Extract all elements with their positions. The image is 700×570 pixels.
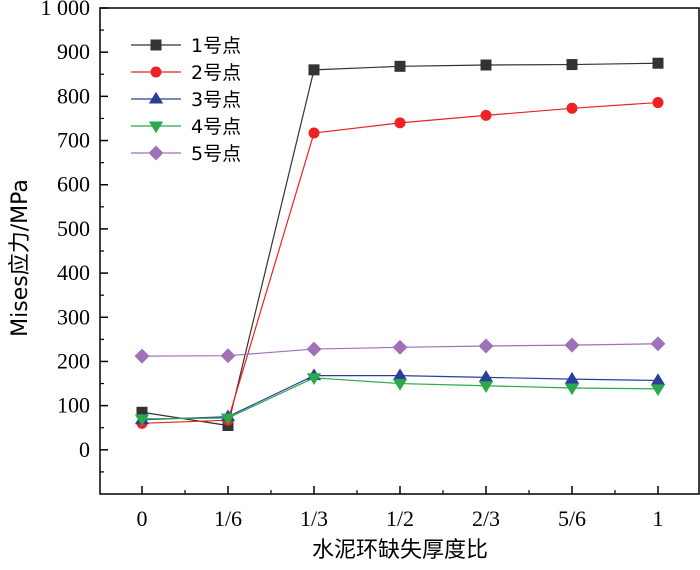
x-tick-label: 1/3 — [300, 506, 328, 531]
y-axis-title: Mises应力/MPa — [8, 179, 33, 337]
x-tick-label: 2/3 — [472, 506, 500, 531]
y-tick-label: 0 — [79, 437, 90, 462]
data-point — [566, 59, 578, 71]
data-point — [478, 381, 494, 393]
legend-item: 2号点 — [131, 62, 241, 84]
data-point — [480, 59, 492, 71]
series-lines — [134, 57, 666, 432]
legend-item: 1号点 — [131, 35, 241, 57]
data-point — [650, 336, 666, 352]
data-point — [394, 60, 406, 72]
data-point — [148, 145, 164, 161]
data-point — [478, 370, 494, 382]
series-diamond — [134, 336, 666, 364]
data-point — [150, 66, 162, 78]
data-point — [566, 102, 578, 114]
data-point — [564, 383, 580, 396]
legend-label: 5号点 — [191, 143, 241, 165]
x-tick-label: 0 — [137, 506, 148, 531]
data-point — [220, 348, 236, 364]
data-point — [148, 121, 164, 134]
y-tick-label: 800 — [57, 83, 90, 108]
series-triangle-down — [134, 373, 666, 427]
data-point — [150, 39, 162, 51]
data-point — [650, 373, 666, 385]
data-point — [392, 368, 408, 381]
y-tick-label: 100 — [57, 393, 90, 418]
legend-label: 4号点 — [191, 116, 241, 138]
series-triangle-up — [134, 368, 666, 425]
legend: 1号点 2号点 3号点 4号点 5号点 — [131, 35, 241, 165]
legend-label: 3号点 — [191, 89, 241, 111]
x-tick-label: 1 — [653, 506, 664, 531]
data-point — [480, 109, 492, 121]
axes: 0 100 200 300 400 500 600 700 800 900 1 000 0 1/6 1/3… — [41, 0, 700, 531]
legend-label: 1号点 — [191, 35, 241, 57]
legend-item: 4号点 — [131, 116, 241, 138]
legend-item: 5号点 — [131, 143, 241, 165]
data-point — [652, 57, 664, 69]
y-tick-label: 1 000 — [41, 0, 91, 20]
data-point — [478, 338, 494, 354]
x-axis-title: 水泥环缺失厚度比 — [312, 538, 488, 563]
data-point — [650, 384, 666, 397]
y-tick-label: 600 — [57, 172, 90, 197]
data-point — [652, 97, 664, 109]
y-tick-label: 400 — [57, 260, 90, 285]
legend-label: 2号点 — [191, 62, 241, 84]
data-point — [564, 337, 580, 353]
y-tick-label: 200 — [57, 348, 90, 373]
y-tick-label: 300 — [57, 304, 90, 329]
data-point — [134, 348, 150, 364]
data-point — [392, 339, 408, 355]
data-point — [306, 341, 322, 357]
x-tick-label: 1/2 — [386, 506, 414, 531]
data-point — [148, 91, 164, 104]
data-point — [134, 414, 150, 427]
data-point — [564, 371, 580, 384]
legend-item: 3号点 — [131, 89, 241, 111]
data-point — [392, 379, 408, 391]
data-point — [220, 413, 236, 426]
y-tick-label: 500 — [57, 216, 90, 241]
x-tick-label: 5/6 — [558, 506, 586, 531]
y-tick-label: 900 — [57, 39, 90, 64]
data-point — [394, 117, 406, 129]
data-point — [308, 127, 320, 139]
data-point — [308, 64, 320, 76]
x-tick-label: 1/6 — [214, 506, 242, 531]
data-point — [306, 373, 322, 386]
y-tick-label: 700 — [57, 128, 90, 153]
